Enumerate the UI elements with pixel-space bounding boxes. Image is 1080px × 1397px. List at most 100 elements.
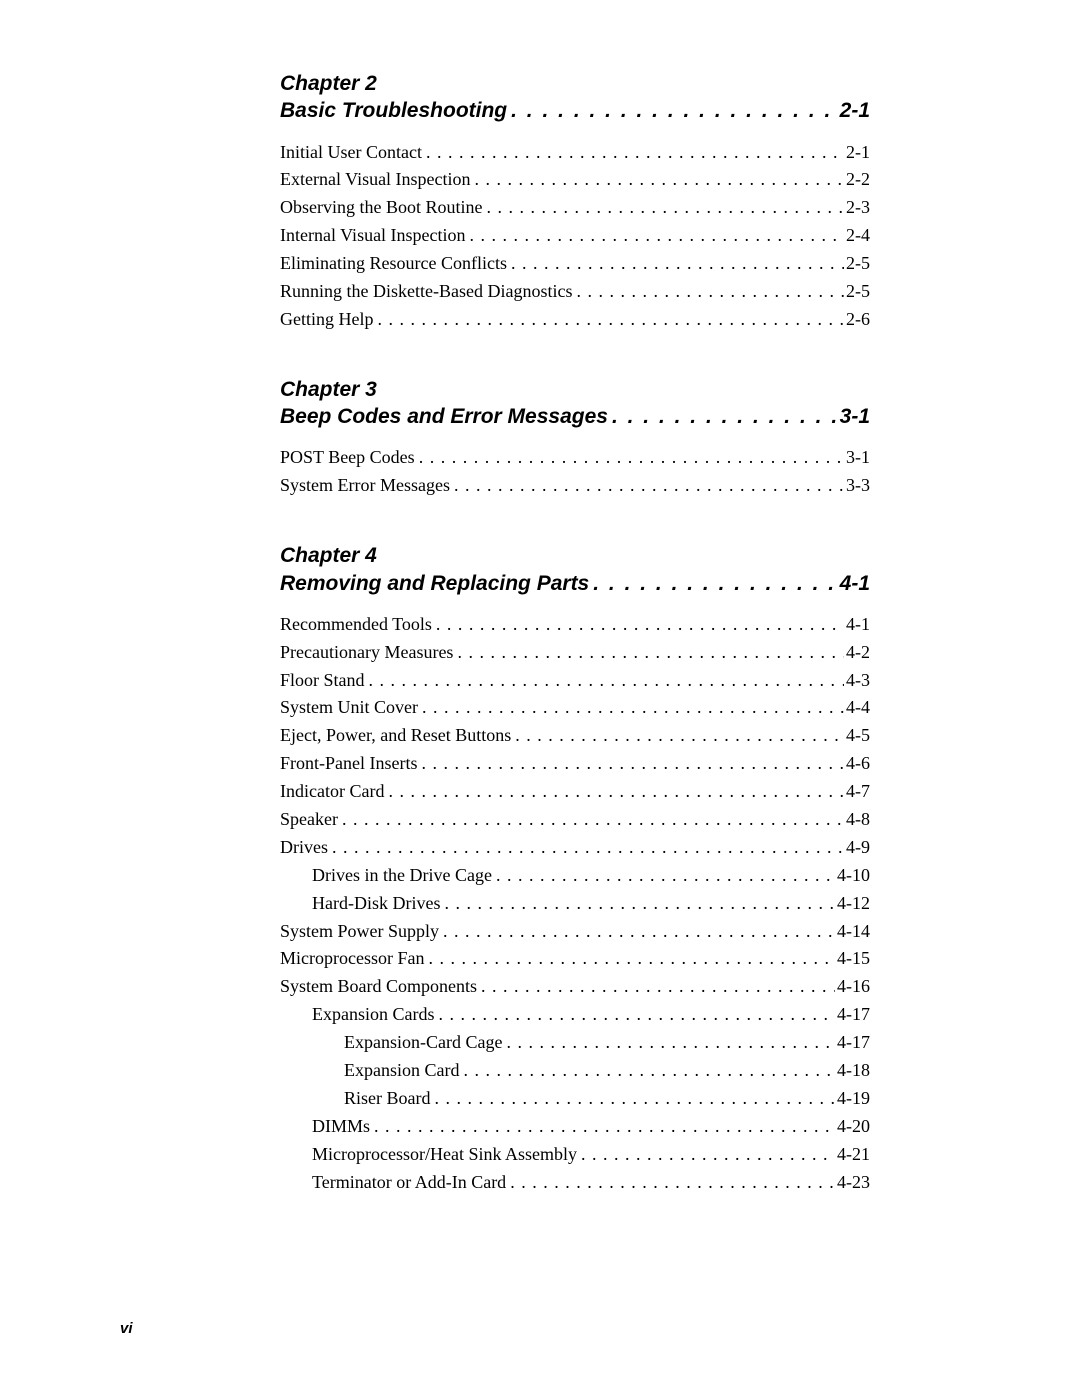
toc-row: Recommended Tools . . . . . . . . . . . …	[280, 611, 870, 639]
toc-label: System Power Supply	[280, 918, 441, 946]
leader-dots: . . . . . . . . . . . . . . . . . . . . …	[494, 862, 835, 890]
leader-dots: . . . . . . . . . . . . . . . . . . . . …	[340, 806, 844, 834]
leader-dots: . . . . . . . . . . . . . . . . . . . . …	[434, 611, 844, 639]
leader-dots: . . . . . . . . . . . . . . . . . . . . …	[579, 1141, 835, 1169]
toc-row: POST Beep Codes . . . . . . . . . . . . …	[280, 444, 870, 472]
toc-label: Observing the Boot Routine	[280, 194, 484, 222]
toc-label: Eliminating Resource Conflicts	[280, 250, 509, 278]
toc-page: 4-7	[844, 778, 870, 806]
toc-page: 4-14	[835, 918, 870, 946]
leader-dots: . . . . . . . . . . . . . . . . . . . . …	[574, 278, 844, 306]
toc-page: 4-21	[835, 1141, 870, 1169]
leader-dots: . . . . . . . . . . . . . . . . . . . . …	[420, 694, 844, 722]
toc-label: Precautionary Measures	[280, 639, 455, 667]
chapter-label: Chapter 2	[280, 70, 870, 97]
toc-label: Expansion-Card Cage	[344, 1029, 504, 1057]
toc-row: Indicator Card . . . . . . . . . . . . .…	[280, 778, 870, 806]
toc-page: 4-2	[844, 639, 870, 667]
toc-page: 4-18	[835, 1057, 870, 1085]
toc-page: 4-16	[835, 973, 870, 1001]
toc-row: Riser Board . . . . . . . . . . . . . . …	[280, 1085, 870, 1113]
toc-row: Running the Diskette-Based Diagnostics .…	[280, 278, 870, 306]
toc-label: Hard-Disk Drives	[312, 890, 442, 918]
toc-row: Expansion Cards . . . . . . . . . . . . …	[280, 1001, 870, 1029]
toc-label: External Visual Inspection	[280, 166, 473, 194]
toc-page: 2-6	[844, 306, 870, 334]
toc-page: 4-17	[835, 1001, 870, 1029]
leader-dots: . . . . . . . . . . . . . . . . . . . . …	[417, 444, 844, 472]
toc-row: Expansion-Card Cage . . . . . . . . . . …	[280, 1029, 870, 1057]
leader-dots: . . . . . . . . . . . . . . . . . . . . …	[455, 639, 844, 667]
leader-dots: . . . . . . . . . . . . . . . . . . . . …	[441, 918, 835, 946]
toc-row: Internal Visual Inspection . . . . . . .…	[280, 222, 870, 250]
leader-dots: . . . . . . . . . . . . . . . . . . . . …	[452, 472, 844, 500]
toc-page: 4-3	[844, 667, 870, 695]
chapter-page: 2-1	[840, 97, 870, 124]
toc-page: 2-5	[844, 250, 870, 278]
leader-dots: . . . . . . . . . . . . . . . . . . . . …	[504, 1029, 835, 1057]
leader-dots: . . . . . . . . . . . . . . . . . . . . …	[484, 194, 844, 222]
toc-page: 4-6	[844, 750, 870, 778]
toc-page: 4-23	[835, 1169, 870, 1197]
toc-row: System Board Components . . . . . . . . …	[280, 973, 870, 1001]
toc-label: Internal Visual Inspection	[280, 222, 468, 250]
toc-page: 2-3	[844, 194, 870, 222]
leader-dots: . . . . . . . . . . . . . . . . . . . . …	[461, 1057, 835, 1085]
leader-dots: . . . . . . . . . . . . . . . . . . . . …	[442, 890, 835, 918]
toc-entries: POST Beep Codes . . . . . . . . . . . . …	[280, 444, 870, 500]
leader-dots: . . . . . . . . . . . . . . . . . . . . …	[507, 97, 840, 124]
toc-row: System Error Messages . . . . . . . . . …	[280, 472, 870, 500]
toc-entries: Recommended Tools . . . . . . . . . . . …	[280, 611, 870, 1197]
toc-page: 4-4	[844, 694, 870, 722]
toc-row: Floor Stand . . . . . . . . . . . . . . …	[280, 667, 870, 695]
toc-label: System Board Components	[280, 973, 479, 1001]
toc-page: 4-5	[844, 722, 870, 750]
chapter-block: Chapter 2Basic Troubleshooting . . . . .…	[280, 70, 870, 334]
toc-page: 4-1	[844, 611, 870, 639]
chapter-title-row: Basic Troubleshooting . . . . . . . . . …	[280, 97, 870, 124]
chapter-title-row: Removing and Replacing Parts . . . . . .…	[280, 570, 870, 597]
toc-row: Eliminating Resource Conflicts . . . . .…	[280, 250, 870, 278]
leader-dots: . . . . . . . . . . . . . . . . . . . . …	[424, 139, 844, 167]
toc-page: 2-1	[844, 139, 870, 167]
leader-dots: . . . . . . . . . . . . . . . . . . . . …	[608, 403, 840, 430]
page-number: vi	[120, 1320, 133, 1337]
toc-label: DIMMs	[312, 1113, 372, 1141]
toc-row: Speaker . . . . . . . . . . . . . . . . …	[280, 806, 870, 834]
chapter-block: Chapter 3Beep Codes and Error Messages .…	[280, 376, 870, 500]
toc-label: Indicator Card	[280, 778, 386, 806]
leader-dots: . . . . . . . . . . . . . . . . . . . . …	[330, 834, 844, 862]
toc-entries: Initial User Contact . . . . . . . . . .…	[280, 139, 870, 334]
leader-dots: . . . . . . . . . . . . . . . . . . . . …	[386, 778, 844, 806]
toc-row: Drives in the Drive Cage . . . . . . . .…	[280, 862, 870, 890]
toc-label: Riser Board	[344, 1085, 432, 1113]
toc-label: Microprocessor/Heat Sink Assembly	[312, 1141, 579, 1169]
leader-dots: . . . . . . . . . . . . . . . . . . . . …	[419, 750, 844, 778]
leader-dots: . . . . . . . . . . . . . . . . . . . . …	[509, 250, 844, 278]
toc-label: Drives in the Drive Cage	[312, 862, 494, 890]
leader-dots: . . . . . . . . . . . . . . . . . . . . …	[432, 1085, 835, 1113]
toc-page: 2-4	[844, 222, 870, 250]
toc-row: Hard-Disk Drives . . . . . . . . . . . .…	[280, 890, 870, 918]
toc-page: 3-1	[844, 444, 870, 472]
toc-page: 2-2	[844, 166, 870, 194]
toc-page: 4-20	[835, 1113, 870, 1141]
toc-page: 4-15	[835, 945, 870, 973]
leader-dots: . . . . . . . . . . . . . . . . . . . . …	[513, 722, 844, 750]
chapter-title: Basic Troubleshooting	[280, 97, 507, 124]
leader-dots: . . . . . . . . . . . . . . . . . . . . …	[375, 306, 844, 334]
toc-row: Precautionary Measures . . . . . . . . .…	[280, 639, 870, 667]
toc-page: 2-5	[844, 278, 870, 306]
toc-page: Chapter 2Basic Troubleshooting . . . . .…	[0, 0, 1080, 1197]
toc-label: Expansion Card	[344, 1057, 461, 1085]
toc-label: Floor Stand	[280, 667, 367, 695]
toc-row: External Visual Inspection . . . . . . .…	[280, 166, 870, 194]
toc-row: System Unit Cover . . . . . . . . . . . …	[280, 694, 870, 722]
leader-dots: . . . . . . . . . . . . . . . . . . . . …	[473, 166, 844, 194]
chapter-label: Chapter 4	[280, 542, 870, 569]
toc-page: 4-12	[835, 890, 870, 918]
chapter-title: Beep Codes and Error Messages	[280, 403, 608, 430]
leader-dots: . . . . . . . . . . . . . . . . . . . . …	[367, 667, 844, 695]
toc-label: Recommended Tools	[280, 611, 434, 639]
chapter-page: 4-1	[840, 570, 870, 597]
